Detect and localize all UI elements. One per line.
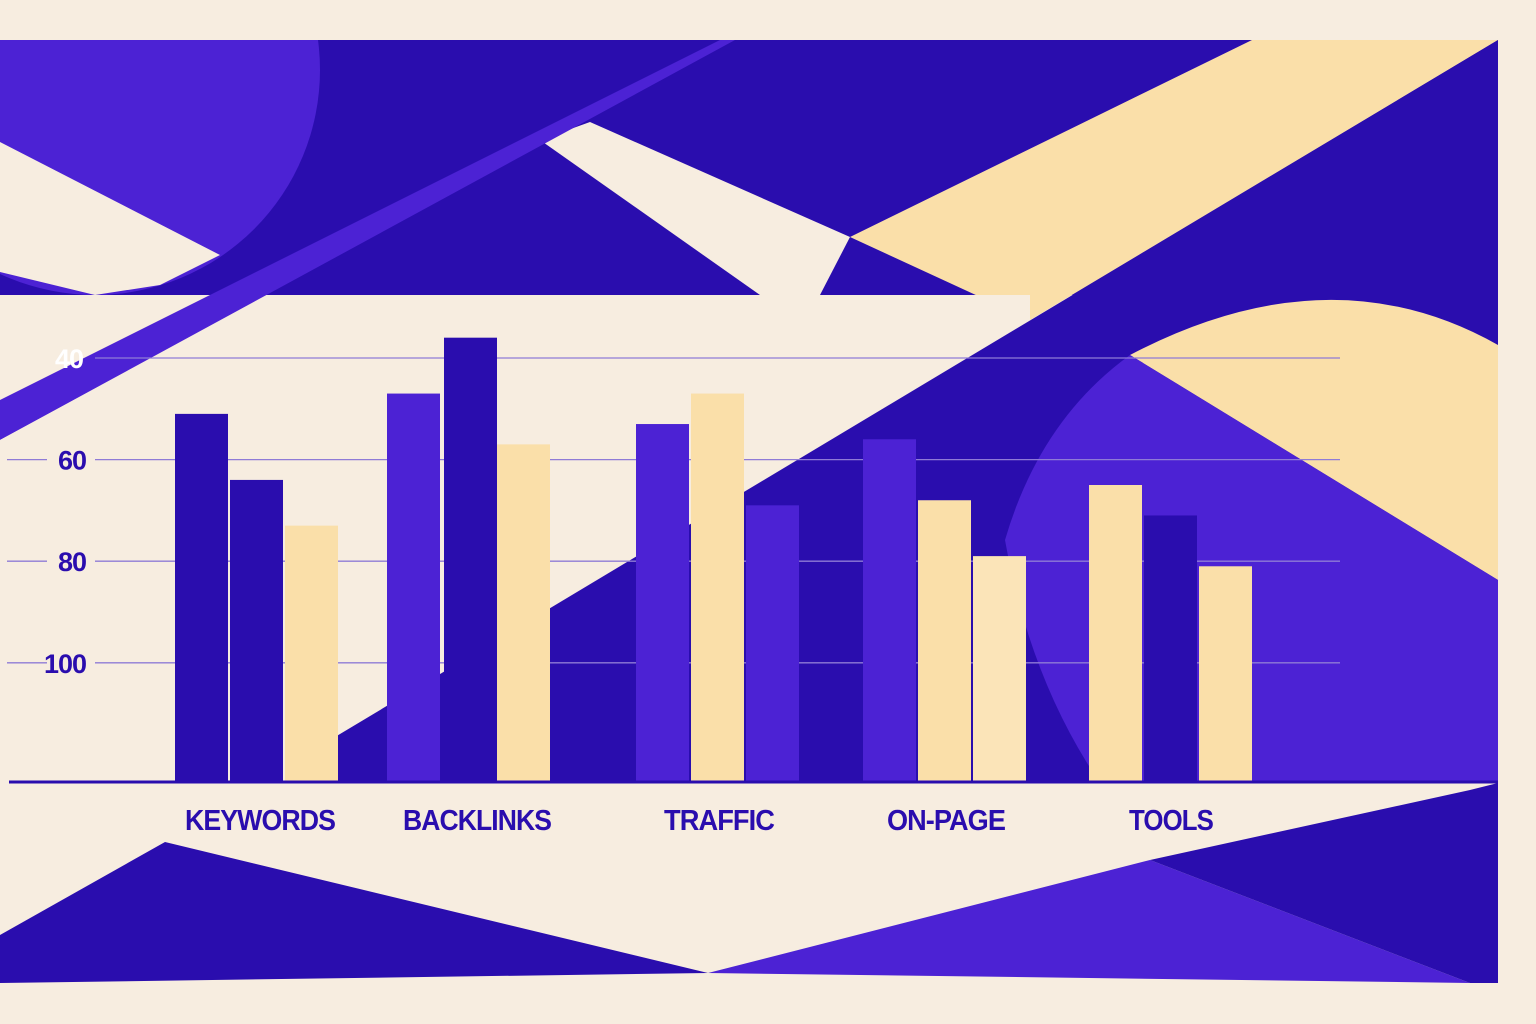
bar-traffic-1 [636, 424, 689, 782]
bar-traffic-2 [691, 393, 744, 782]
x-label-on-page: ON-PAGE [887, 805, 1006, 837]
x-axis-labels: KEYWORDS BACKLINKS TRAFFIC ON-PAGE TOOLS [185, 805, 1215, 837]
y-tick-label: 40 [55, 344, 83, 374]
bars [175, 337, 1252, 782]
x-label-backlinks: BACKLINKS [403, 805, 552, 837]
y-axis-ticks: 40 60 80 100 [44, 344, 95, 679]
y-tick-label: 60 [58, 446, 86, 476]
bar-backlinks-2 [444, 337, 497, 782]
bar-keywords-1 [175, 413, 228, 782]
y-tick-label: 80 [58, 547, 86, 577]
bar-on-page-2 [918, 500, 971, 782]
x-label-tools: TOOLS [1129, 805, 1214, 837]
bar-tools-2 [1144, 515, 1197, 782]
bar-tools-3 [1199, 566, 1252, 782]
bar-keywords-3 [285, 525, 338, 782]
bar-on-page-1 [863, 439, 916, 782]
y-tick-label: 100 [44, 649, 86, 679]
bar-tools-1 [1089, 485, 1142, 782]
bar-backlinks-3 [497, 444, 550, 782]
bar-on-page-3 [973, 556, 1026, 782]
bar-traffic-3 [746, 505, 799, 782]
bar-backlinks-1 [387, 393, 440, 782]
x-label-keywords: KEYWORDS [185, 805, 336, 837]
x-label-traffic: TRAFFIC [664, 805, 775, 837]
bar-keywords-2 [230, 479, 283, 782]
